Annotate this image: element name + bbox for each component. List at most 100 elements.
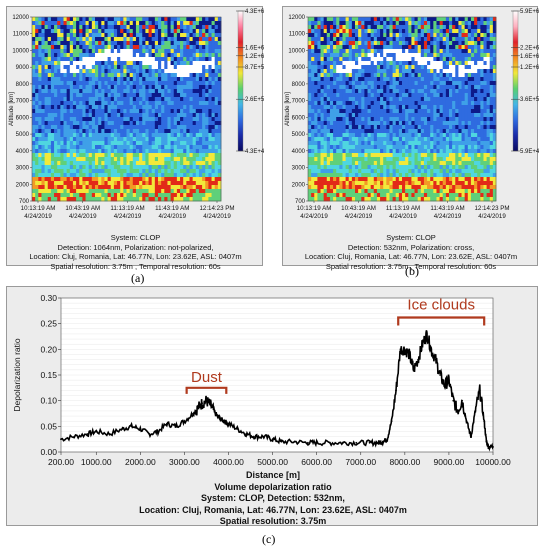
heatmap-cell <box>164 29 168 34</box>
heatmap-cell <box>76 53 80 58</box>
heatmap-cell <box>392 53 397 58</box>
heatmap-cell <box>445 105 450 110</box>
heatmap-cell <box>329 25 334 30</box>
heatmap-cell <box>217 73 222 78</box>
heatmap-cell <box>158 157 162 162</box>
heatmap-cell <box>489 73 494 78</box>
heatmap-cell <box>101 57 105 62</box>
heatmap-cell <box>186 141 190 146</box>
heatmap-cell <box>486 21 491 26</box>
heatmap-cell <box>148 65 153 70</box>
heatmap-cell <box>405 65 409 70</box>
heatmap-cell <box>474 101 478 106</box>
heatmap-cell <box>63 73 68 78</box>
heatmap-cell <box>120 17 124 22</box>
heatmap-cell <box>489 117 494 122</box>
heatmap-cell <box>57 69 61 74</box>
heatmap-cell <box>98 69 102 74</box>
heatmap-cell <box>180 73 184 78</box>
heatmap-cell <box>386 53 390 58</box>
heatmap-cell <box>192 53 197 58</box>
heatmap-cell <box>308 157 312 162</box>
heatmap-cell <box>63 77 68 82</box>
heatmap-cell <box>117 37 121 42</box>
heatmap-cell <box>132 33 137 38</box>
heatmap-cell <box>183 121 187 126</box>
heatmap-cell <box>104 169 108 174</box>
heatmap-cell <box>195 105 200 110</box>
heatmap-cell <box>398 81 403 86</box>
heatmap-cell <box>308 17 312 22</box>
heatmap-cell <box>211 89 216 94</box>
heatmap-cell <box>351 141 356 146</box>
heatmap-cell <box>98 145 102 150</box>
heatmap-cell <box>79 129 83 134</box>
heatmap-cell <box>452 129 456 134</box>
heatmap-cell <box>348 53 353 58</box>
heatmap-cell <box>88 117 93 122</box>
heatmap-cell <box>439 141 444 146</box>
heatmap-cell <box>449 49 453 54</box>
heatmap-cell <box>355 113 359 118</box>
y-tick-label: 12000 <box>12 15 29 21</box>
heatmap-cell <box>132 49 137 54</box>
heatmap-cell <box>113 129 118 134</box>
heatmap-cell <box>398 73 403 78</box>
heatmap-cell <box>392 113 397 118</box>
heatmap-cell <box>148 37 153 42</box>
heatmap-cell <box>35 29 39 34</box>
heatmap-cell <box>85 153 90 158</box>
heatmap-cell <box>364 25 368 30</box>
heatmap-cell <box>380 49 384 54</box>
heatmap-cell <box>389 109 393 114</box>
heatmap-cell <box>107 177 112 182</box>
heatmap-cell <box>408 21 412 26</box>
heatmap-cell <box>483 117 487 122</box>
heatmap-cell <box>430 125 434 130</box>
heatmap-cell <box>123 65 127 70</box>
heatmap-cell <box>370 141 375 146</box>
heatmap-cell <box>167 141 171 146</box>
heatmap-cell <box>132 185 137 190</box>
heatmap-cell <box>41 101 45 106</box>
heatmap-cell <box>186 97 190 102</box>
heatmap-cell <box>32 85 36 90</box>
heatmap-cell <box>110 121 115 126</box>
heatmap-cell <box>180 17 184 22</box>
heatmap-cell <box>195 53 200 58</box>
heatmap-cell <box>217 97 222 102</box>
heatmap-cell <box>192 101 197 106</box>
heatmap-cell <box>320 133 325 138</box>
heatmap-cell <box>66 53 71 58</box>
heatmap-cell <box>123 169 127 174</box>
heatmap-cell <box>389 41 393 46</box>
heatmap-cell <box>54 25 58 30</box>
heatmap-cell <box>383 97 387 102</box>
heatmap-cell <box>72 57 77 62</box>
heatmap-cell <box>76 189 80 194</box>
heatmap-cell <box>167 33 171 38</box>
heatmap-cell <box>101 29 105 34</box>
heatmap-cell <box>483 73 487 78</box>
heatmap-cell <box>395 93 400 98</box>
heatmap-cell <box>170 17 175 22</box>
heatmap-cell <box>308 85 312 90</box>
heatmap-cell <box>370 89 375 94</box>
heatmap-cell <box>329 105 334 110</box>
heatmap-cell <box>483 101 487 106</box>
heatmap-cell <box>148 113 153 118</box>
heatmap-cell <box>358 57 362 62</box>
heatmap-cell <box>433 37 437 42</box>
heatmap-cell <box>35 73 39 78</box>
heatmap-cell <box>386 133 390 138</box>
heatmap-cell <box>486 45 491 50</box>
heatmap-cell <box>308 37 312 42</box>
heatmap-cell <box>420 129 425 134</box>
heatmap-cell <box>214 85 219 90</box>
heatmap-cell <box>76 157 80 162</box>
heatmap-cell <box>470 113 475 118</box>
heatmap-cell <box>167 49 171 54</box>
heatmap-cell <box>405 145 409 150</box>
heatmap-cell <box>38 69 42 74</box>
heatmap-cell <box>126 29 131 34</box>
